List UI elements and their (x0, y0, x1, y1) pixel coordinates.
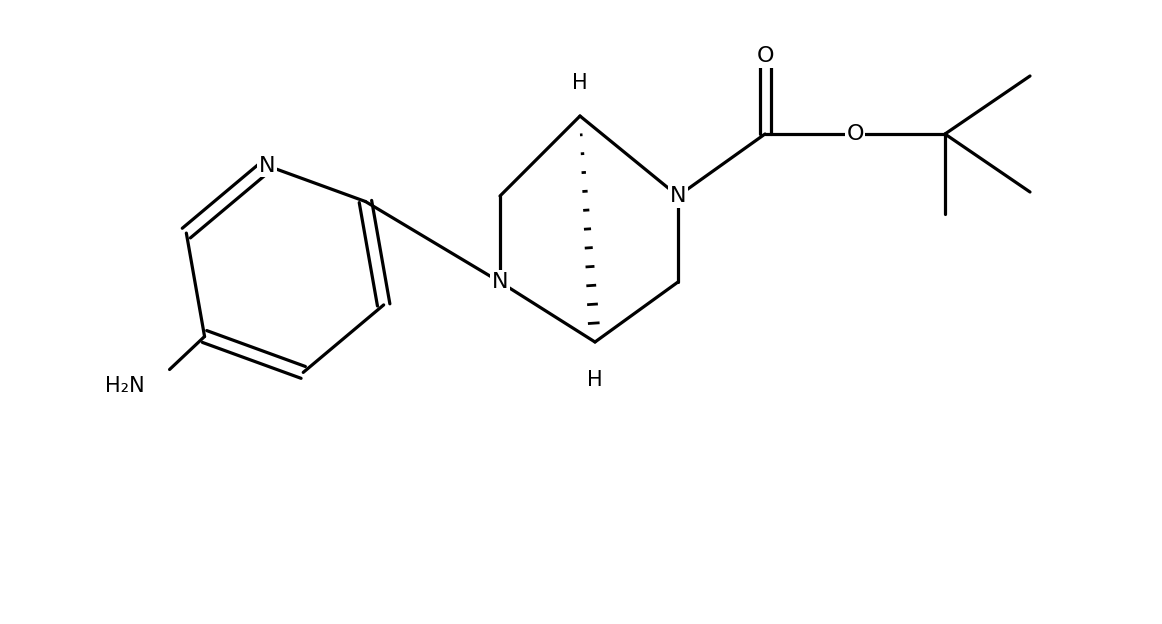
Text: N: N (492, 272, 508, 292)
Text: N: N (669, 186, 687, 206)
Text: O: O (756, 46, 774, 66)
Text: H: H (572, 73, 588, 93)
Text: H₂N: H₂N (105, 376, 144, 396)
Text: H: H (587, 370, 603, 390)
Text: N: N (258, 155, 275, 175)
Text: O: O (846, 124, 863, 144)
